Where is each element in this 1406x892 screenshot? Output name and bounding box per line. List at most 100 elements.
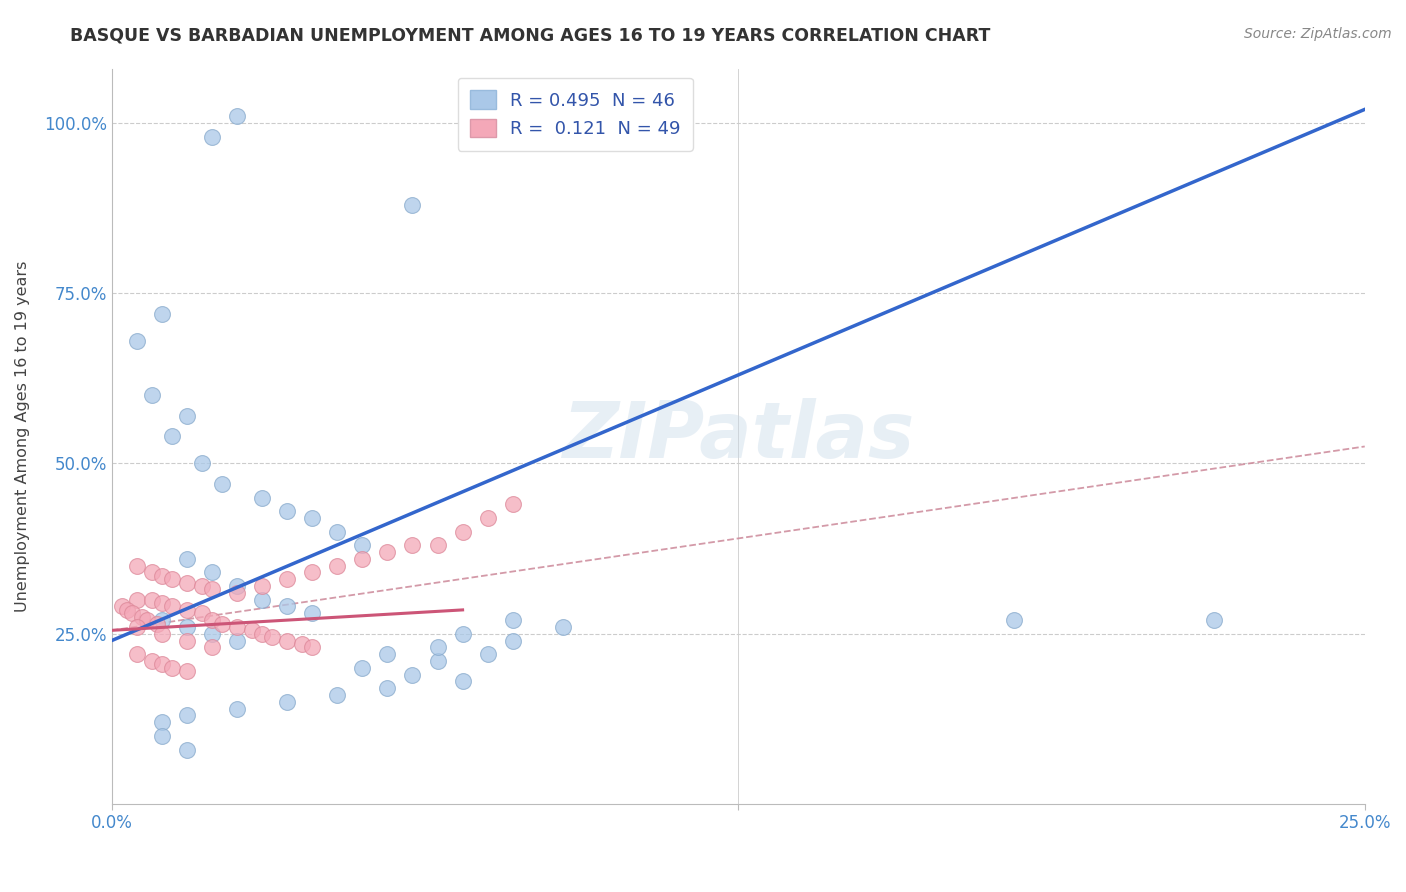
Point bbox=[176, 409, 198, 423]
Point bbox=[226, 109, 249, 123]
Point bbox=[551, 620, 574, 634]
Point bbox=[226, 586, 249, 600]
Point bbox=[240, 624, 263, 638]
Point bbox=[201, 640, 224, 655]
Point bbox=[201, 626, 224, 640]
Point bbox=[352, 551, 374, 566]
Point bbox=[401, 667, 423, 681]
Y-axis label: Unemployment Among Ages 16 to 19 years: Unemployment Among Ages 16 to 19 years bbox=[15, 260, 30, 612]
Point bbox=[150, 613, 173, 627]
Point bbox=[125, 592, 148, 607]
Point bbox=[150, 596, 173, 610]
Point bbox=[150, 626, 173, 640]
Point bbox=[201, 613, 224, 627]
Point bbox=[1204, 613, 1226, 627]
Point bbox=[125, 620, 148, 634]
Text: Source: ZipAtlas.com: Source: ZipAtlas.com bbox=[1244, 27, 1392, 41]
Point bbox=[262, 630, 284, 644]
Point bbox=[141, 566, 163, 580]
Point bbox=[250, 491, 273, 505]
Point bbox=[121, 607, 143, 621]
Point bbox=[301, 566, 323, 580]
Point bbox=[426, 538, 449, 552]
Point bbox=[401, 198, 423, 212]
Point bbox=[146, 616, 169, 631]
Point bbox=[276, 695, 298, 709]
Point bbox=[401, 538, 423, 552]
Point bbox=[150, 715, 173, 730]
Point bbox=[191, 457, 214, 471]
Point bbox=[150, 569, 173, 583]
Point bbox=[141, 592, 163, 607]
Point bbox=[176, 708, 198, 723]
Point bbox=[176, 575, 198, 590]
Point bbox=[176, 664, 198, 678]
Point bbox=[150, 729, 173, 743]
Point bbox=[477, 647, 499, 661]
Legend: R = 0.495  N = 46, R =  0.121  N = 49: R = 0.495 N = 46, R = 0.121 N = 49 bbox=[457, 78, 693, 151]
Text: ZIPatlas: ZIPatlas bbox=[562, 398, 914, 475]
Point bbox=[226, 701, 249, 715]
Point bbox=[477, 511, 499, 525]
Point bbox=[377, 647, 399, 661]
Point bbox=[377, 681, 399, 696]
Point bbox=[150, 307, 173, 321]
Point bbox=[176, 742, 198, 756]
Point bbox=[201, 582, 224, 597]
Point bbox=[211, 477, 233, 491]
Point bbox=[1002, 613, 1025, 627]
Point bbox=[141, 388, 163, 402]
Point bbox=[426, 654, 449, 668]
Point bbox=[160, 661, 183, 675]
Point bbox=[276, 599, 298, 614]
Point bbox=[301, 607, 323, 621]
Point bbox=[176, 551, 198, 566]
Point bbox=[301, 640, 323, 655]
Point bbox=[250, 592, 273, 607]
Point bbox=[176, 603, 198, 617]
Text: BASQUE VS BARBADIAN UNEMPLOYMENT AMONG AGES 16 TO 19 YEARS CORRELATION CHART: BASQUE VS BARBADIAN UNEMPLOYMENT AMONG A… bbox=[70, 27, 991, 45]
Point bbox=[326, 524, 349, 539]
Point bbox=[451, 524, 474, 539]
Point bbox=[111, 599, 134, 614]
Point bbox=[125, 647, 148, 661]
Point bbox=[326, 558, 349, 573]
Point bbox=[502, 613, 524, 627]
Point bbox=[176, 620, 198, 634]
Point bbox=[352, 538, 374, 552]
Point bbox=[502, 497, 524, 511]
Point bbox=[451, 674, 474, 689]
Point bbox=[160, 572, 183, 586]
Point bbox=[160, 599, 183, 614]
Point bbox=[201, 566, 224, 580]
Point bbox=[201, 129, 224, 144]
Point bbox=[502, 633, 524, 648]
Point bbox=[226, 579, 249, 593]
Point bbox=[301, 511, 323, 525]
Point bbox=[191, 607, 214, 621]
Point bbox=[250, 626, 273, 640]
Point bbox=[276, 633, 298, 648]
Point bbox=[226, 620, 249, 634]
Point bbox=[426, 640, 449, 655]
Point bbox=[191, 579, 214, 593]
Point bbox=[141, 654, 163, 668]
Point bbox=[160, 429, 183, 443]
Point bbox=[276, 504, 298, 518]
Point bbox=[125, 334, 148, 348]
Point bbox=[125, 558, 148, 573]
Point bbox=[250, 579, 273, 593]
Point bbox=[352, 661, 374, 675]
Point bbox=[291, 637, 314, 651]
Point bbox=[276, 572, 298, 586]
Point bbox=[451, 626, 474, 640]
Point bbox=[131, 609, 153, 624]
Point bbox=[135, 613, 157, 627]
Point bbox=[377, 545, 399, 559]
Point bbox=[115, 603, 138, 617]
Point bbox=[150, 657, 173, 672]
Point bbox=[226, 633, 249, 648]
Point bbox=[211, 616, 233, 631]
Point bbox=[326, 688, 349, 702]
Point bbox=[176, 633, 198, 648]
